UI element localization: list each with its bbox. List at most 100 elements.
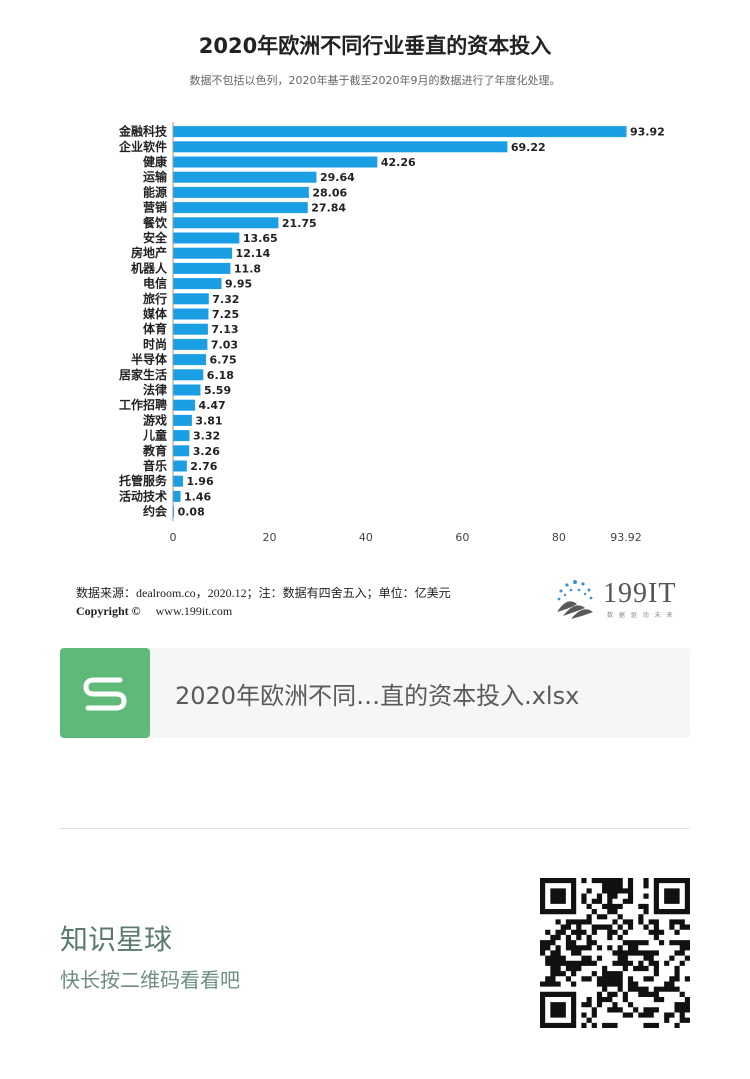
value-label: 3.26 (193, 445, 220, 458)
bar (173, 171, 317, 183)
value-label: 28.06 (312, 186, 347, 199)
category-label: 能源 (143, 184, 167, 199)
bar (173, 232, 240, 244)
bar (173, 156, 378, 168)
category-label: 房地产 (131, 245, 167, 260)
category-label: 体育 (143, 321, 167, 336)
bar (173, 414, 192, 426)
value-label: 9.95 (225, 278, 252, 291)
bar (173, 308, 209, 320)
bar (173, 369, 204, 381)
category-label: 托管服务 (119, 473, 168, 488)
copyright-url: www.199it.com (155, 604, 233, 618)
category-label: 安全 (143, 230, 168, 245)
category-label: 游戏 (143, 412, 167, 427)
category-label: 营销 (143, 200, 167, 215)
file-name[interactable]: 2020年欧洲不同…直的资本投入.xlsx (175, 682, 580, 710)
value-label: 7.03 (211, 338, 238, 351)
bar (173, 278, 222, 290)
value-label: 3.81 (195, 414, 222, 427)
bar (173, 126, 627, 138)
x-tick-label: 40 (359, 531, 373, 544)
bar (173, 293, 209, 305)
category-label: 法律 (143, 382, 167, 397)
value-label: 1.46 (184, 490, 211, 503)
bar-chart: 金融科技 93.92 企业软件 69.22 健康 42.26 运输 29.64 能源 28.06 营… (118, 122, 665, 544)
value-label: 1.96 (186, 475, 213, 488)
category-label: 媒体 (143, 306, 168, 321)
bar (173, 430, 190, 442)
source-note: 数据来源：dealroom.co，2020.12；注：数据有四舍五入；单位：亿美… (76, 586, 451, 600)
value-label: 21.75 (282, 217, 317, 230)
bar (173, 186, 309, 198)
bar (173, 354, 207, 366)
copyright-label: Copyright © (76, 604, 141, 618)
value-label: 6.75 (210, 354, 237, 367)
chart-title: 2020年欧洲不同行业垂直的资本投入 (198, 34, 552, 58)
bar (173, 384, 201, 396)
category-label: 运输 (143, 169, 168, 184)
category-label: 电信 (143, 276, 167, 291)
bar (173, 202, 308, 214)
logo-tagline: 数 据 驱 动 未 来 (607, 612, 675, 619)
bar (173, 338, 208, 350)
category-label: 金融科技 (118, 124, 168, 139)
category-label: 居家生活 (119, 367, 167, 382)
value-label: 4.47 (199, 399, 226, 412)
category-label: 企业软件 (118, 139, 167, 154)
value-label: 7.32 (212, 293, 239, 306)
bar (173, 323, 208, 335)
value-label: 0.08 (178, 506, 205, 519)
category-label: 约会 (143, 504, 168, 519)
value-label: 13.65 (243, 232, 278, 245)
category-label: 旅行 (143, 291, 167, 306)
bar (173, 247, 233, 259)
x-tick-label: 93.92 (610, 531, 642, 544)
bar (173, 262, 231, 274)
bar (173, 445, 190, 457)
category-label: 音乐 (143, 458, 167, 473)
value-label: 6.18 (207, 369, 234, 382)
value-label: 5.59 (204, 384, 231, 397)
bar (173, 399, 196, 411)
bar (173, 475, 183, 487)
x-tick-label: 20 (262, 531, 276, 544)
bar (173, 217, 279, 229)
category-label: 餐饮 (143, 215, 168, 230)
value-label: 7.13 (211, 323, 238, 336)
value-label: 69.22 (511, 141, 546, 154)
category-label: 半导体 (131, 352, 168, 367)
category-label: 活动技术 (119, 488, 167, 503)
spreadsheet-s-icon (60, 648, 150, 738)
value-label: 27.84 (311, 202, 346, 215)
planet-title: 知识星球 (60, 923, 173, 956)
chart-subtitle: 数据不包括以色列，2020年基于截至2020年9月的数据进行了年度化处理。 (189, 74, 561, 87)
value-label: 11.8 (234, 262, 261, 275)
category-label: 儿童 (142, 428, 167, 443)
x-tick-label: 80 (552, 531, 566, 544)
qr-modules (540, 878, 690, 1028)
x-tick-label: 60 (455, 531, 469, 544)
value-label: 93.92 (630, 126, 665, 139)
bar (173, 490, 181, 502)
dandelion-logo-icon (557, 580, 593, 619)
category-label: 机器人 (131, 260, 168, 275)
bar (173, 141, 508, 153)
value-label: 12.14 (236, 247, 271, 260)
category-label: 教育 (142, 443, 167, 458)
qr-hint: 快长按二维码看看吧 (60, 968, 240, 992)
brand-logo: 199IT 数 据 驱 动 未 来 (553, 574, 683, 622)
category-label: 工作招聘 (119, 397, 167, 412)
category-label: 时尚 (143, 336, 167, 351)
value-label: 42.26 (381, 156, 416, 169)
bar (173, 460, 187, 472)
value-label: 7.25 (212, 308, 239, 321)
category-label: 健康 (143, 154, 168, 169)
logo-text: 199IT (603, 578, 677, 609)
x-tick-label: 0 (170, 531, 177, 544)
divider (60, 828, 690, 829)
value-label: 29.64 (320, 171, 355, 184)
bar (173, 506, 175, 518)
qr-code[interactable] (540, 878, 690, 1028)
file-attachment-card[interactable]: 2020年欧洲不同…直的资本投入.xlsx (60, 648, 690, 738)
